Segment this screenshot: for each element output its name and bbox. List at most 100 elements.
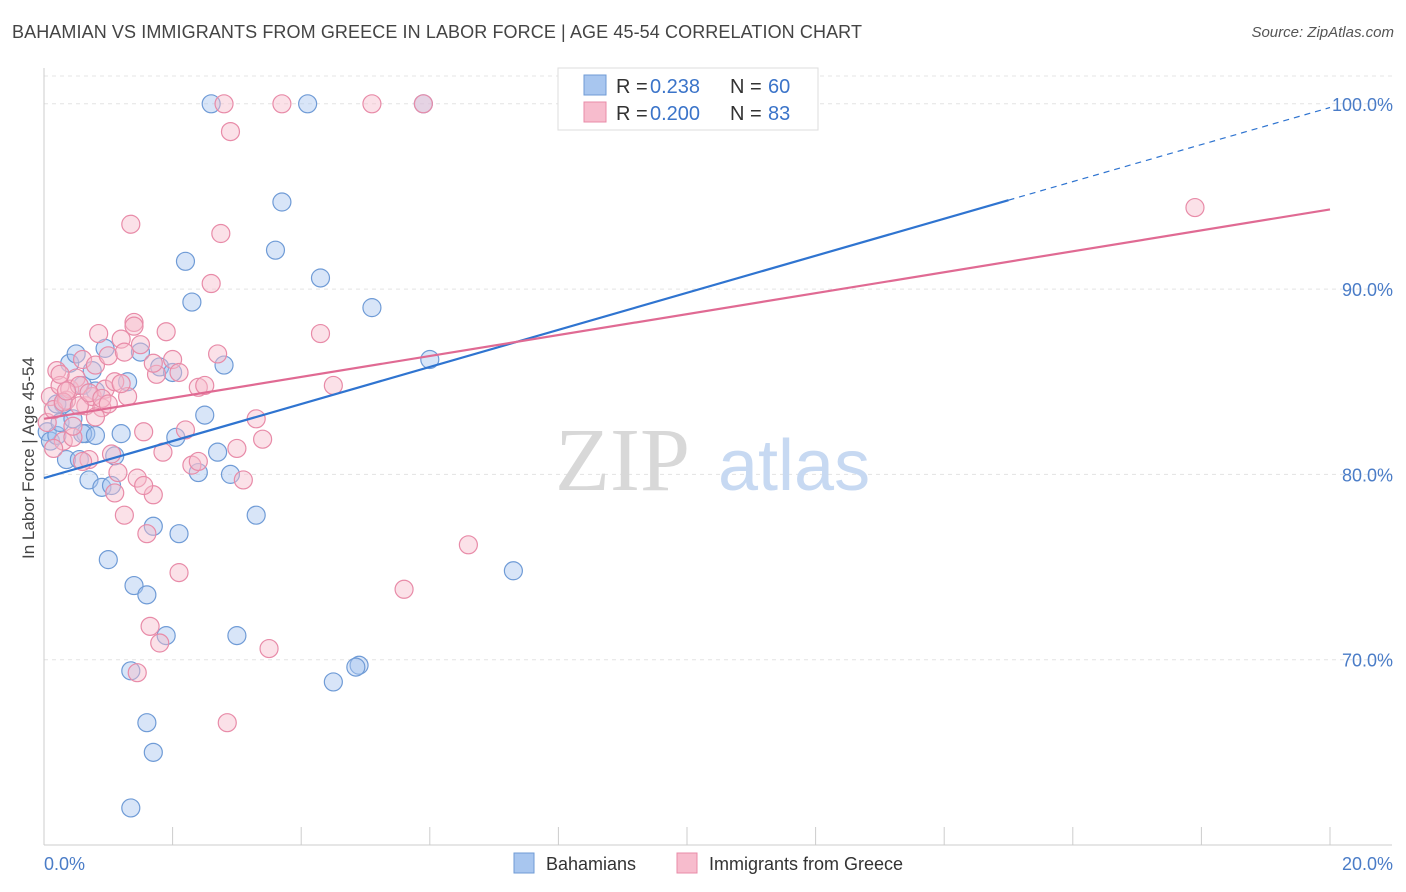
legend-r-value: 0.238 xyxy=(650,76,700,98)
greece-point xyxy=(63,416,83,436)
greece-point xyxy=(310,323,331,344)
greece-point xyxy=(63,427,83,447)
bahamian-point xyxy=(143,516,163,536)
bahamian-trend-extension xyxy=(1008,106,1331,201)
chart-title: BAHAMIAN VS IMMIGRANTS FROM GREECE IN LA… xyxy=(12,22,863,42)
bahamian-point xyxy=(362,298,382,318)
greece-point xyxy=(114,342,134,362)
y-tick-label: 70.0% xyxy=(1342,651,1393,671)
greece-point xyxy=(127,663,147,683)
bahamian-point xyxy=(214,355,234,375)
greece-point xyxy=(56,381,77,401)
bahamian-point xyxy=(143,742,163,762)
bahamian-point xyxy=(137,713,157,733)
greece-point xyxy=(111,374,131,394)
greece-point xyxy=(137,524,157,544)
bahamian-point xyxy=(227,626,247,646)
bahamian-point xyxy=(169,524,189,544)
greece-point xyxy=(85,355,106,375)
legend-swatch xyxy=(583,101,607,123)
greece-point xyxy=(108,462,128,483)
tick-labels: 70.0% 80.0% 90.0% 100.0% 0.0% 20.0% xyxy=(44,95,1393,874)
bahamian-point xyxy=(503,561,523,581)
greece-point xyxy=(150,633,170,653)
greece-trend-line xyxy=(43,208,1331,420)
data-points xyxy=(37,94,1205,818)
bahamian-point xyxy=(346,657,366,677)
bahamian-point xyxy=(121,661,141,681)
greece-point xyxy=(458,535,478,555)
greece-point xyxy=(124,316,144,336)
greece-point xyxy=(121,214,141,234)
legend-n-value: 60 xyxy=(768,76,790,98)
bahamian-point xyxy=(310,268,331,288)
bahamian-trend-line xyxy=(43,199,1009,480)
y-axis-label: In Labor Force | Age 45-54 xyxy=(19,357,38,559)
bahamian-point xyxy=(47,394,67,414)
greece-point xyxy=(394,579,414,599)
greece-point xyxy=(69,396,89,416)
greece-point xyxy=(44,399,64,420)
greece-point xyxy=(1185,197,1205,218)
greece-point xyxy=(211,223,231,244)
greece-point xyxy=(143,353,163,373)
greece-point xyxy=(169,362,189,383)
greece-point xyxy=(156,322,176,342)
greece-point xyxy=(85,407,106,427)
bahamian-point xyxy=(349,655,369,675)
greece-point xyxy=(114,505,134,525)
legend-box: R = 0.238 N = 60 R = 0.200 N = 83 xyxy=(557,67,819,131)
greece-point xyxy=(195,375,215,396)
bahamian-point xyxy=(195,405,215,425)
bahamian-point xyxy=(188,462,208,483)
bahamian-point xyxy=(298,94,318,114)
greece-point xyxy=(323,375,343,396)
greece-point xyxy=(227,438,247,459)
greece-point xyxy=(105,372,125,392)
bottom-legend-label: Bahamians xyxy=(546,854,636,874)
greece-point xyxy=(188,451,208,472)
x-tick-label: 20.0% xyxy=(1342,854,1393,874)
greece-point xyxy=(233,470,253,490)
greece-point xyxy=(188,377,208,397)
greece-point xyxy=(47,361,67,381)
greece-point xyxy=(214,94,234,114)
greece-point xyxy=(413,94,433,114)
greece-point xyxy=(217,713,237,733)
bahamian-point xyxy=(121,798,141,818)
bahamian-point xyxy=(124,575,144,596)
legend-r-value: 0.200 xyxy=(650,103,700,125)
greece-point xyxy=(220,121,241,142)
greece-point xyxy=(140,616,160,636)
greece-point xyxy=(105,483,125,503)
greece-point xyxy=(44,438,64,459)
greece-point xyxy=(362,94,382,114)
trend-lines xyxy=(43,106,1331,480)
bahamian-point xyxy=(272,192,292,212)
legend-r-label: R = xyxy=(616,103,648,125)
greece-point xyxy=(146,364,167,384)
greece-point xyxy=(89,323,109,344)
bahamian-point xyxy=(111,424,131,444)
greece-point xyxy=(201,273,221,294)
greece-point xyxy=(53,392,73,412)
greece-point xyxy=(175,420,196,440)
greece-point xyxy=(127,468,147,488)
watermark-zip: ZIP xyxy=(555,411,690,510)
legend-n-value: 83 xyxy=(768,103,790,125)
axes xyxy=(43,68,1392,846)
greece-point xyxy=(50,364,70,384)
bottom-legend: Bahamians Immigrants from Greece xyxy=(513,852,903,874)
gridlines xyxy=(44,75,1392,661)
bahamian-point xyxy=(98,550,118,570)
watermark: ZIP atlas xyxy=(555,411,870,510)
greece-point xyxy=(134,475,154,496)
bahamian-point xyxy=(85,425,106,446)
y-tick-label: 80.0% xyxy=(1342,465,1393,485)
legend-n-label: N = xyxy=(730,76,762,98)
bahamian-point xyxy=(323,672,343,692)
greece-point xyxy=(98,346,118,366)
x-tick-label: 0.0% xyxy=(44,854,85,874)
bahamian-point xyxy=(175,251,196,271)
